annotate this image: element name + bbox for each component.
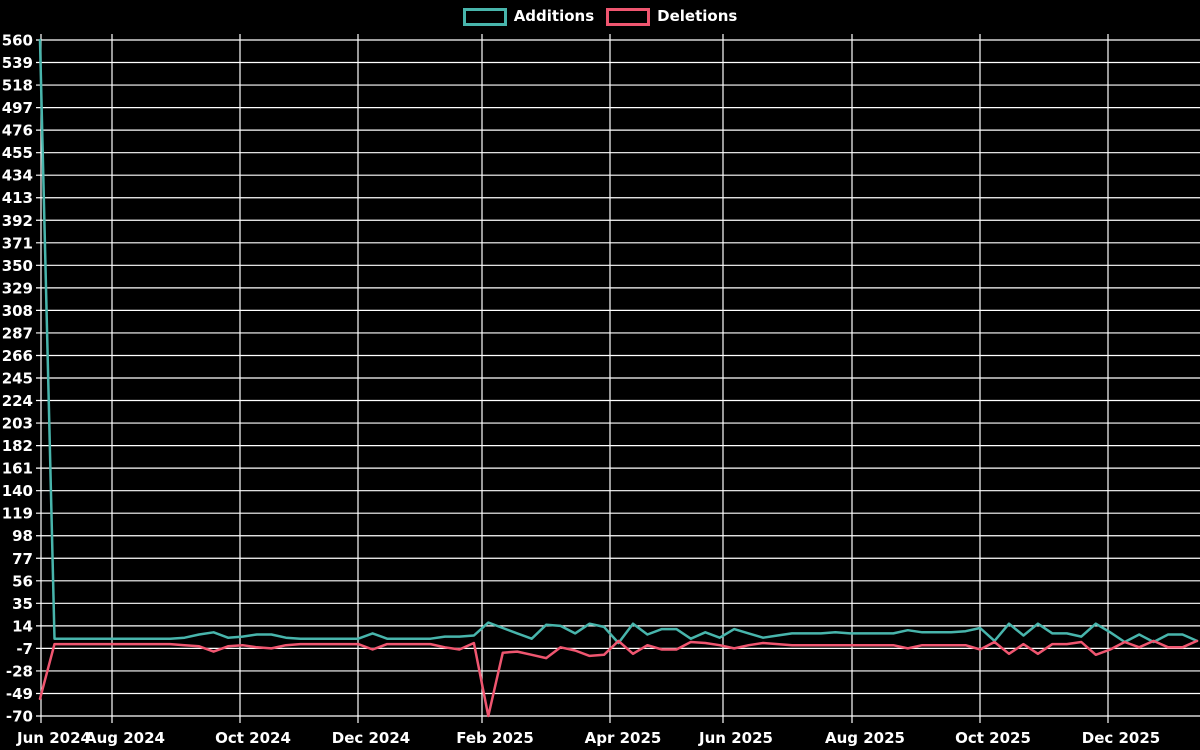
- y-axis-tick-label: 455: [2, 144, 33, 162]
- x-axis-tick-label: Dec 2025: [1082, 729, 1161, 747]
- y-axis-tick-label: 56: [12, 572, 33, 590]
- y-axis-tick-label: 308: [2, 302, 33, 320]
- y-axis-tick-label: 329: [2, 279, 33, 297]
- y-axis-tick-label: -70: [6, 708, 33, 726]
- y-axis-tick-label: 539: [2, 54, 33, 72]
- y-axis-tick-label: 350: [2, 257, 33, 275]
- y-axis-tick-label: -28: [6, 662, 33, 680]
- series-line-additions: [38, 38, 1199, 645]
- y-axis-tick-label: 266: [2, 347, 33, 365]
- x-axis-tick-label: Aug 2025: [825, 729, 905, 747]
- y-axis-tick-label: 518: [2, 77, 33, 95]
- y-axis-tick-label: 98: [12, 527, 33, 545]
- y-axis-tick-label: 119: [2, 505, 33, 523]
- y-axis-tick-label: 77: [12, 550, 33, 568]
- x-axis-tick-label: Oct 2025: [955, 729, 1031, 747]
- additions-swatch-icon: [462, 7, 507, 26]
- x-axis-tick-label: Aug 2024: [85, 729, 165, 747]
- y-axis-tick-label: 224: [2, 392, 33, 410]
- series-line-deletions: [38, 639, 1199, 718]
- y-axis-tick-label: -7: [16, 640, 33, 658]
- x-axis-tick-label: Dec 2024: [332, 729, 411, 747]
- y-axis-tick-label: 140: [2, 482, 33, 500]
- y-axis-tick-label: 203: [2, 415, 33, 433]
- y-axis-tick-label: 392: [2, 212, 33, 230]
- y-axis-tick-label: 413: [2, 189, 33, 207]
- y-axis-tick-label: 434: [2, 167, 33, 185]
- y-axis-tick-label: 560: [2, 32, 33, 50]
- y-axis-tick-label: 287: [2, 324, 33, 342]
- x-axis-tick-label: Jun 2025: [698, 729, 773, 747]
- x-axis-tick-label: Apr 2025: [585, 729, 662, 747]
- x-axis-tick-label: Oct 2024: [215, 729, 291, 747]
- legend: Additions Deletions: [0, 7, 1200, 26]
- deletions-swatch-icon: [606, 7, 651, 26]
- legend-label-additions: Additions: [513, 7, 595, 25]
- y-axis-tick-label: -49: [6, 685, 33, 703]
- legend-label-deletions: Deletions: [657, 7, 738, 25]
- y-axis-tick-label: 497: [2, 99, 33, 117]
- legend-item-deletions[interactable]: Deletions: [606, 7, 737, 26]
- y-axis-tick-label: 161: [2, 460, 33, 478]
- x-axis-tick-label: Jun 2024: [16, 729, 91, 747]
- y-axis-tick-label: 371: [2, 234, 33, 252]
- y-axis-tick-label: 14: [12, 617, 33, 635]
- legend-item-additions[interactable]: Additions: [462, 7, 595, 26]
- y-axis-tick-label: 245: [2, 370, 33, 388]
- x-axis-tick-label: Feb 2025: [456, 729, 534, 747]
- y-axis-tick-label: 35: [12, 595, 33, 613]
- y-axis-tick-label: 182: [2, 437, 33, 455]
- y-axis-tick-label: 476: [2, 122, 33, 140]
